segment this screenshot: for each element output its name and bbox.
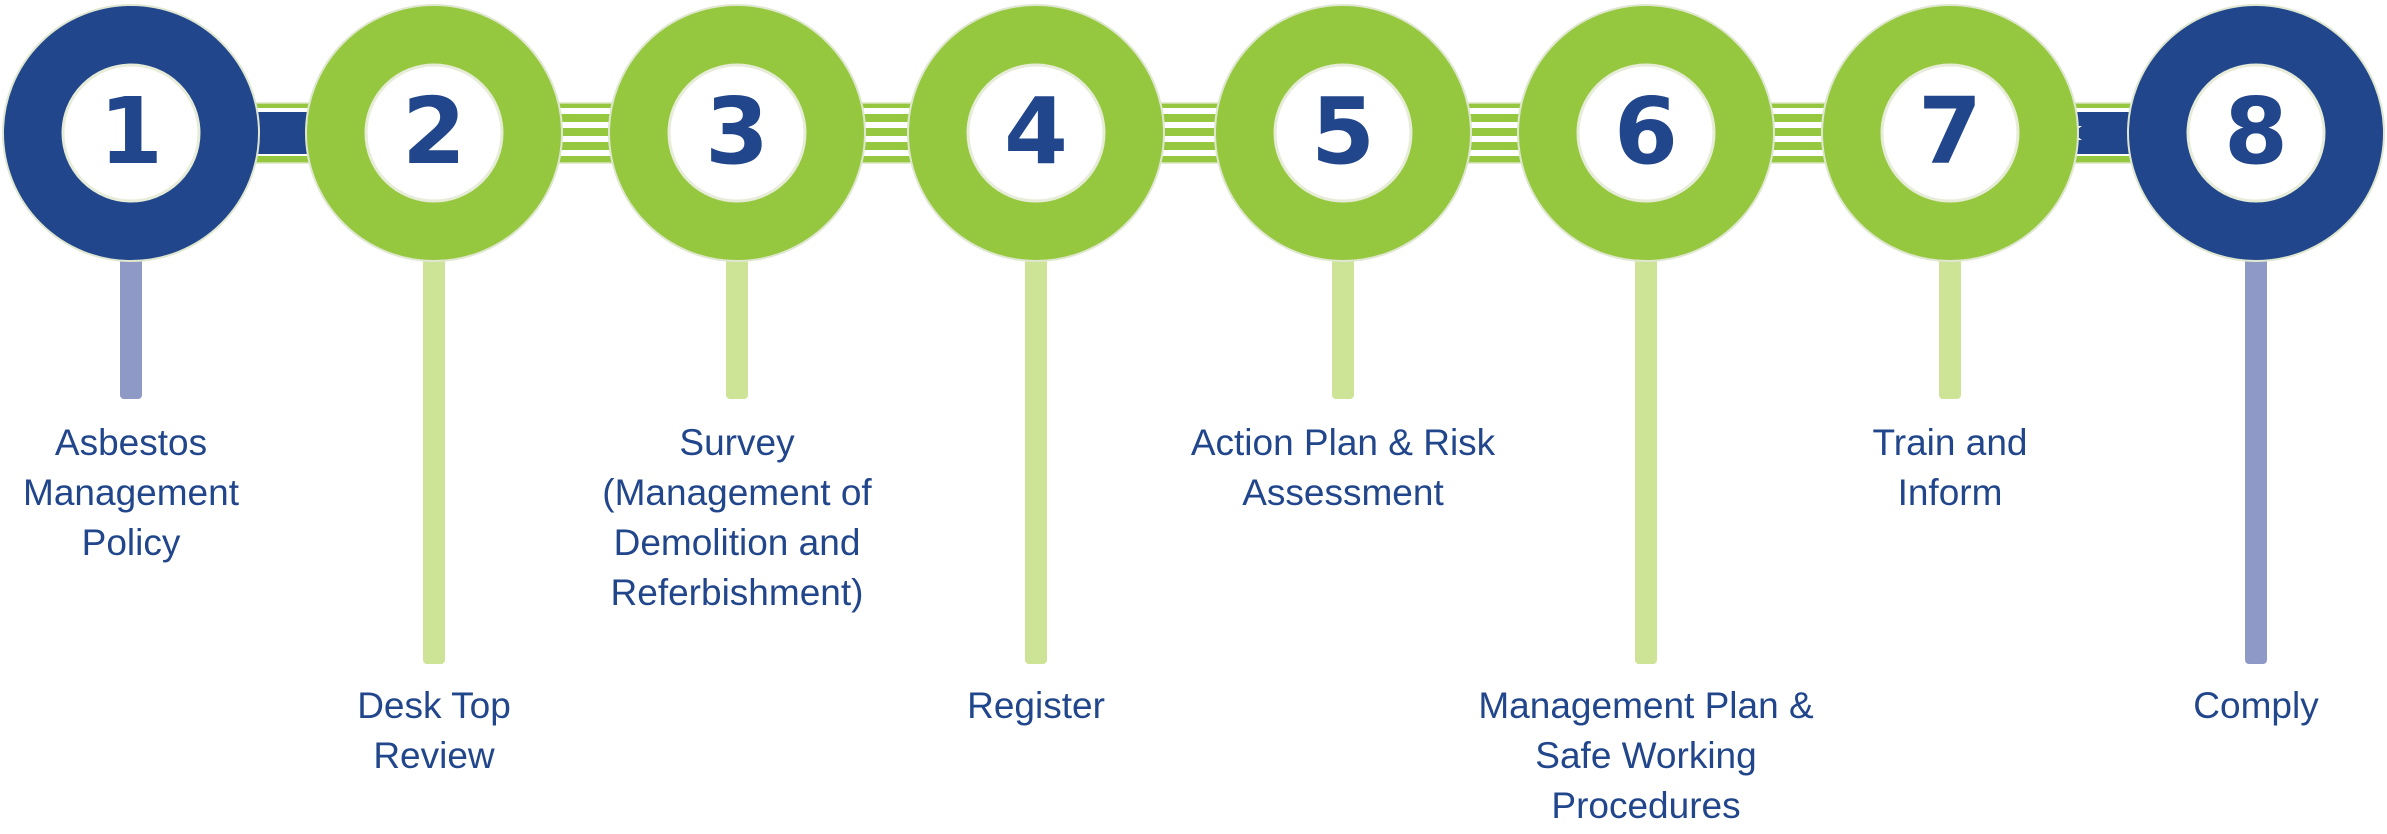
label-line: Review <box>373 735 495 776</box>
step-3-ring: 3 <box>608 4 866 262</box>
step-1-label: Asbestos Management Policy <box>23 422 240 563</box>
label-line: Action Plan & Risk <box>1191 422 1496 463</box>
step-8-number: 8 <box>2224 78 2288 185</box>
label-line: Referbishment) <box>611 572 864 613</box>
label-line: Demolition and <box>614 522 861 563</box>
label-line: Management <box>23 472 240 513</box>
step-1-number: 1 <box>99 78 163 185</box>
step-3-number: 3 <box>705 78 769 185</box>
stem-4 <box>1023 199 1049 666</box>
step-2-ring: 2 <box>305 4 563 262</box>
label-line: Assessment <box>1242 472 1444 513</box>
label-line: Train and <box>1873 422 2028 463</box>
step-1-ring: 1 <box>2 4 260 262</box>
stem-8 <box>2243 199 2269 666</box>
step-5-label: Action Plan & Risk Assessment <box>1191 422 1496 513</box>
label-line: Inform <box>1898 472 2003 513</box>
step-7-number: 7 <box>1918 78 1982 185</box>
step-2-number: 2 <box>402 78 466 185</box>
step-8-ring: 8 <box>2127 4 2385 262</box>
step-6-number: 6 <box>1614 78 1678 185</box>
stem-2 <box>421 199 447 666</box>
label-line: Safe Working <box>1535 735 1756 776</box>
step-rings-layer: 1 2 3 4 5 6 7 8 <box>2 4 2385 262</box>
label-line: Register <box>967 685 1105 726</box>
step-labels-layer: Asbestos Management Policy Desk Top Review Su… <box>23 422 2319 826</box>
step-2-label: Desk Top Review <box>357 685 511 776</box>
stem-6 <box>1633 199 1659 666</box>
step-4-number: 4 <box>1004 78 1068 185</box>
label-line: Procedures <box>1551 785 1740 826</box>
label-line: Desk Top <box>357 685 511 726</box>
label-line: Asbestos <box>55 422 207 463</box>
step-5-number: 5 <box>1311 78 1375 185</box>
label-line: Management Plan & <box>1478 685 1814 726</box>
step-4-ring: 4 <box>907 4 1165 262</box>
step-8-label: Comply <box>2193 685 2319 726</box>
step-7-ring: 7 <box>1821 4 2079 262</box>
step-7-label: Train and Inform <box>1873 422 2028 513</box>
label-line: Survey <box>679 422 795 463</box>
step-6-label: Management Plan & Safe Working Procedures <box>1478 685 1814 826</box>
step-6-ring: 6 <box>1517 4 1775 262</box>
step-4-label: Register <box>967 685 1105 726</box>
label-line: Comply <box>2193 685 2319 726</box>
label-line: Policy <box>82 522 181 563</box>
label-line: (Management of <box>602 472 872 513</box>
step-5-ring: 5 <box>1214 4 1472 262</box>
step-3-label: Survey (Management of Demolition and Referb… <box>602 422 872 613</box>
